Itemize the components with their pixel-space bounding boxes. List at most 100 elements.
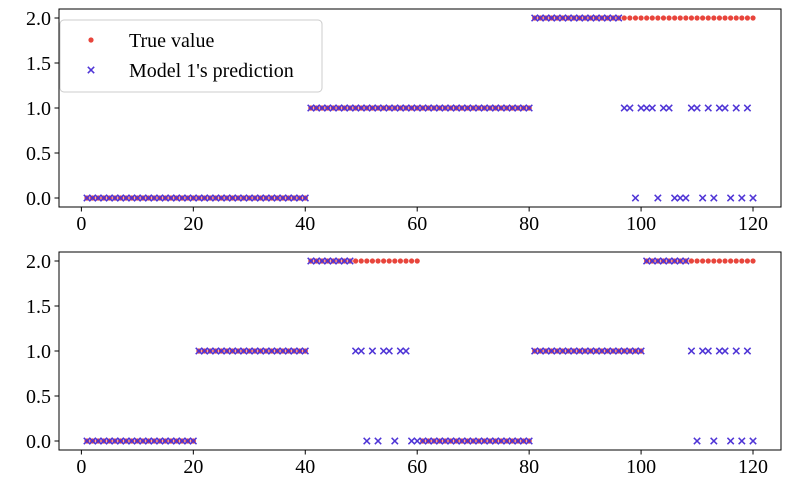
legend-pred-x [87, 66, 95, 74]
prediction-point-stroke-b [256, 194, 265, 202]
prediction-point [346, 104, 354, 112]
prediction-point [223, 194, 231, 202]
prediction-point [469, 104, 477, 112]
prediction-point [419, 437, 427, 445]
prediction-point-stroke-b [564, 347, 573, 355]
prediction-point-stroke-b [396, 104, 405, 112]
true-value-point [644, 15, 650, 21]
prediction-point-stroke-b [564, 14, 573, 22]
prediction-point [693, 437, 701, 445]
prediction-point [161, 194, 170, 202]
prediction-point-stroke-b [245, 194, 254, 202]
true-value-point [655, 15, 661, 21]
prediction-point-stroke-b [687, 104, 696, 112]
prediction-point [357, 104, 365, 112]
prediction-point-stroke-b [609, 14, 617, 22]
legend-true-marker [88, 37, 94, 43]
prediction-point-stroke-b [234, 347, 242, 355]
prediction-point-stroke-b [301, 347, 309, 355]
prediction-point [430, 104, 438, 112]
prediction-point [167, 194, 175, 202]
prediction-point [441, 437, 449, 445]
prediction-point-stroke-b [558, 14, 567, 22]
prediction-point-stroke-b [100, 437, 108, 445]
prediction-point-stroke-b [475, 437, 483, 445]
prediction-point [357, 347, 365, 355]
prediction-point [116, 437, 125, 445]
prediction-point [318, 104, 326, 112]
prediction-point-stroke-b [290, 347, 298, 355]
prediction-point-stroke-b [111, 437, 119, 445]
prediction-point [234, 194, 242, 202]
prediction-point [581, 14, 589, 22]
x-tick-label: 120 [738, 213, 768, 235]
prediction-point-stroke-b [603, 347, 612, 355]
prediction-point-stroke-b [363, 104, 371, 112]
prediction-point-stroke-b [267, 194, 276, 202]
prediction-point [391, 437, 399, 445]
prediction-point [368, 104, 377, 112]
prediction-point-stroke-b [693, 437, 701, 445]
true-value-point [409, 258, 415, 264]
prediction-point [570, 14, 578, 22]
prediction-point-stroke-b [642, 104, 651, 112]
true-value-point [733, 258, 739, 264]
prediction-point [284, 194, 293, 202]
prediction-point-stroke-b [508, 437, 517, 445]
prediction-point-stroke-b [335, 104, 343, 112]
true-value-point [632, 15, 639, 21]
prediction-point-stroke-b [424, 104, 433, 112]
prediction-point [100, 194, 108, 202]
prediction-point-stroke-b [83, 194, 91, 202]
true-value-point [677, 15, 683, 21]
x-tick-label: 80 [519, 456, 539, 478]
prediction-point [251, 194, 259, 202]
prediction-point-stroke-b [323, 104, 332, 112]
prediction-point-stroke-b [391, 104, 399, 112]
true-value-point [716, 15, 723, 21]
prediction-point [391, 104, 399, 112]
prediction-point [273, 347, 282, 355]
prediction-point-stroke-b [497, 437, 505, 445]
prediction-point [211, 347, 220, 355]
prediction-point [525, 104, 533, 112]
prediction-point [217, 194, 226, 202]
prediction-point-stroke-b [553, 14, 561, 22]
prediction-point [335, 257, 343, 265]
prediction-point [150, 194, 158, 202]
prediction-point [486, 104, 494, 112]
prediction-point-stroke-b [486, 104, 494, 112]
prediction-point [508, 104, 517, 112]
prediction-point-stroke-b [463, 437, 472, 445]
prediction-point-stroke-b [698, 347, 707, 355]
prediction-point-stroke-b [570, 14, 578, 22]
prediction-point [368, 347, 377, 355]
prediction-point [172, 437, 181, 445]
prediction-point-stroke-b [581, 14, 589, 22]
prediction-point [698, 194, 707, 202]
prediction-point-stroke-b [407, 437, 416, 445]
prediction-point-stroke-b [519, 437, 528, 445]
prediction-point [458, 104, 466, 112]
prediction-point-stroke-b [189, 437, 198, 445]
prediction-point-stroke-b [413, 104, 421, 112]
true-value-point [381, 258, 387, 264]
prediction-point [402, 104, 410, 112]
prediction-point [614, 14, 623, 22]
prediction-point [458, 437, 466, 445]
prediction-point-stroke-b [402, 347, 410, 355]
prediction-point-stroke-b [503, 104, 511, 112]
prediction-point [620, 347, 629, 355]
prediction-point-stroke-b [379, 104, 388, 112]
prediction-point [312, 104, 321, 112]
true-value-point [716, 258, 723, 264]
prediction-point [94, 437, 102, 445]
prediction-point-stroke-b [312, 257, 321, 265]
prediction-point-stroke-b [318, 104, 326, 112]
prediction-point [340, 257, 349, 265]
prediction-point [128, 437, 136, 445]
prediction-point-stroke-b [128, 437, 136, 445]
prediction-point [116, 194, 125, 202]
true-value-point [722, 15, 728, 21]
prediction-point [531, 347, 539, 355]
